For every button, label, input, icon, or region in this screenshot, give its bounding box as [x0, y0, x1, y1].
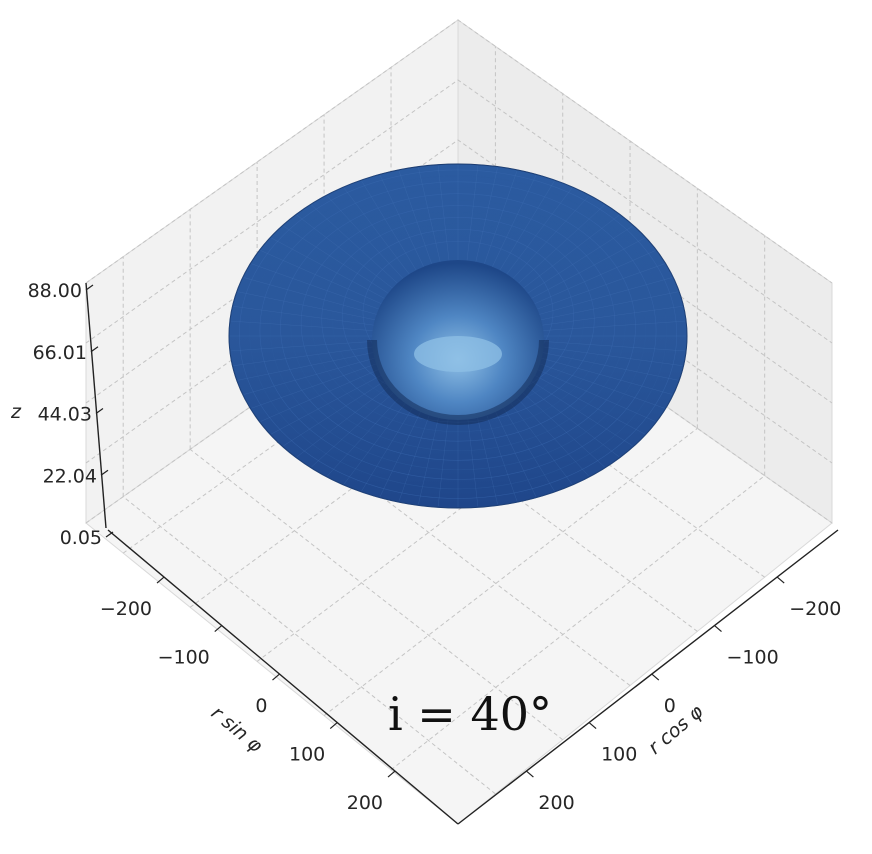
floor-grid-line [189, 448, 564, 741]
torus-mesh-line [493, 187, 573, 292]
z-tick [85, 284, 94, 291]
y-tick-label: −200 [100, 598, 152, 620]
z-tick-label: 88.00 [28, 280, 82, 302]
y-axis-line [107, 529, 459, 825]
torus-surface [228, 163, 688, 509]
torus-hole-bottom [414, 336, 502, 372]
z-axis-label: z [10, 401, 22, 423]
wall-grid-line [85, 139, 833, 404]
torus-shading-ring [290, 199, 626, 452]
torus-shading-ring [269, 187, 647, 471]
floor-grid-line [122, 496, 496, 795]
y-tick [272, 673, 280, 681]
torus-mesh-line [283, 225, 403, 303]
wall-grid-line [85, 19, 833, 284]
x-tick-label: 0 [664, 695, 676, 717]
z-tick-label: 22.04 [43, 465, 97, 487]
y-tick [156, 576, 165, 584]
torus-mesh-line [520, 361, 656, 422]
torus-mesh-line [528, 306, 683, 328]
y-tick-label: 0 [255, 695, 267, 717]
torus-mesh-line [525, 353, 673, 395]
torus-mesh-line [520, 250, 656, 311]
torus-mesh-line [529, 320, 686, 332]
torus-mesh-line [311, 204, 412, 297]
z-tick-label: 66.01 [33, 342, 87, 364]
z-tick [90, 346, 99, 353]
torus-mesh-line [251, 263, 393, 315]
torus-shading-ring [311, 211, 605, 432]
floor-grid-line [256, 401, 631, 686]
torus-mesh-line [527, 349, 679, 381]
x-tick [714, 625, 722, 633]
y-tick [387, 770, 396, 778]
z-tick [100, 469, 109, 476]
x-tick [526, 770, 534, 778]
torus-inner-shadow [367, 339, 549, 425]
torus-mesh-line [237, 349, 389, 381]
wall-grid-line [85, 79, 833, 344]
torus-mesh-line [527, 291, 679, 323]
x-tick-label: −200 [789, 598, 841, 620]
x-tick-label: 200 [538, 792, 574, 814]
torus-mesh-line [230, 340, 387, 352]
z-tick-label: 0.05 [60, 527, 102, 549]
torus-mesh-line [504, 204, 605, 297]
z-axis-line [85, 282, 107, 529]
torus-mesh-line [237, 291, 389, 323]
x-axis-label: r cos φ [644, 700, 708, 759]
torus-mesh-line [525, 277, 673, 319]
x-tick [776, 576, 785, 584]
torus-mesh-line [296, 214, 408, 300]
y-tick [214, 625, 223, 633]
torus-mesh-line [513, 225, 633, 303]
torus-shading-ring [249, 175, 667, 490]
floor-grid-line [323, 427, 698, 717]
torus-mesh-line [233, 306, 388, 328]
axis-ticks: −200 −100 0 100 200 −200 −100 0 100 200 0.05 22.04 4… [28, 280, 842, 814]
torus-mesh-line [260, 250, 396, 311]
torus-mesh-line [243, 353, 391, 395]
torus-shading-ring [239, 169, 677, 499]
y-tick-label: −100 [158, 647, 210, 669]
torus-mesh-line [230, 320, 387, 332]
torus-shading-ring [259, 181, 657, 480]
torus-mesh-line [343, 187, 423, 292]
torus-mesh-line [233, 344, 388, 366]
inclination-annotation: i = 40° [388, 687, 552, 741]
x-tick-label: 100 [601, 744, 637, 766]
torus-mesh-line [528, 344, 683, 366]
y-tick-label: 100 [289, 744, 325, 766]
torus-mesh-line [508, 214, 620, 300]
torus-shading-ring [280, 193, 636, 461]
torus-mesh-line [499, 195, 589, 294]
y-tick [329, 722, 338, 730]
torus-mesh-line [327, 195, 417, 294]
x-tick [651, 673, 660, 681]
torus-mesh-line [251, 357, 393, 409]
z-tick-label: 44.03 [38, 404, 92, 426]
z-tick [105, 531, 114, 538]
torus-mesh-line [271, 237, 400, 307]
y-tick-label: 200 [347, 792, 383, 814]
x-tick-label: −100 [727, 647, 779, 669]
z-tick [95, 408, 104, 414]
torus-shading-ring [228, 163, 688, 509]
x-tick [588, 722, 597, 730]
x-axis-line [457, 529, 839, 825]
torus-mesh-line [523, 263, 665, 315]
torus-mesh-line [243, 277, 391, 319]
floor-grid-line [390, 475, 765, 771]
torus-shading-ring [300, 205, 616, 442]
torus-mesh-line [523, 357, 665, 409]
torus-mesh-line [260, 361, 396, 422]
torus-mesh-line [516, 237, 645, 307]
torus-mesh-line [529, 340, 686, 352]
